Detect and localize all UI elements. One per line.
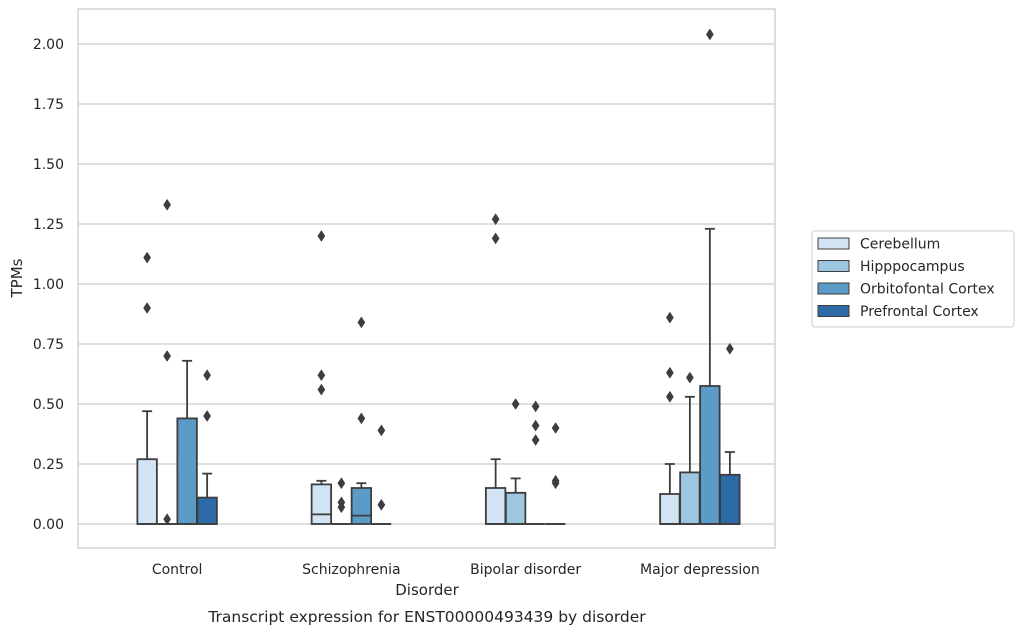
- legend-label: Orbitofontal Cortex: [860, 282, 995, 298]
- outlier-point: [665, 366, 674, 379]
- x-tick-label: Bipolar disorder: [470, 562, 581, 578]
- outlier-point: [531, 434, 540, 446]
- box-prefrontal-cortex: [545, 422, 566, 525]
- box-body: [699, 385, 721, 525]
- y-axis-ticks: 0.00 0.25 0.50 0.75 1.00 1.25 1.50 1.75 2.00: [33, 37, 64, 533]
- outlier-point: [531, 419, 540, 432]
- outlier-point: [337, 477, 346, 490]
- outlier-point: [551, 474, 560, 487]
- x-tick-label: Major depression: [640, 562, 760, 578]
- x-axis-ticks: Control Schizophrenia Bipolar disorder Majo…: [152, 562, 760, 578]
- x-axis-title: Disorder: [395, 581, 459, 599]
- box-body: [196, 496, 218, 525]
- legend-swatch: [817, 282, 850, 295]
- box-body: [719, 473, 741, 525]
- outlier-point: [163, 198, 172, 211]
- box-orbitofontal-cortex: [350, 316, 373, 525]
- legend-swatch: [817, 305, 850, 317]
- box-hipppocampus: [157, 198, 177, 526]
- outlier-point: [531, 400, 540, 413]
- outlier-point: [143, 251, 152, 264]
- legend: Cerebellum Hipppocampus Orbitofontal Corte…: [811, 230, 1015, 328]
- y-tick-label: 1.25: [33, 217, 64, 233]
- outlier-point: [511, 398, 520, 410]
- y-tick-label: 0.00: [33, 517, 64, 533]
- outlier-point: [337, 496, 346, 509]
- outlier-point: [163, 350, 172, 362]
- outlier-point: [665, 311, 674, 324]
- box-cerebellum: [484, 213, 507, 525]
- outlier-point: [725, 342, 734, 355]
- box-orbitofontal-cortex: [525, 400, 546, 525]
- outlier-point: [377, 424, 386, 437]
- box-body: [679, 471, 701, 525]
- y-tick-label: 0.25: [33, 457, 64, 473]
- outlier-point: [685, 371, 694, 384]
- box-hipppocampus: [331, 477, 352, 525]
- legend-swatch: [817, 237, 850, 250]
- x-tick-label: Schizophrenia: [302, 562, 400, 578]
- chart-caption: Transcript expression for ENST0000049343…: [207, 608, 646, 626]
- box-body: [350, 487, 373, 525]
- outlier-point: [163, 513, 172, 526]
- y-tick-label: 1.75: [33, 97, 64, 113]
- outlier-point: [377, 498, 386, 511]
- outlier-point: [317, 369, 326, 382]
- outlier-point: [203, 410, 212, 422]
- outlier-point: [317, 230, 326, 242]
- outlier-point: [491, 232, 500, 245]
- outlier-point: [357, 316, 366, 329]
- box-prefrontal-cortex: [196, 369, 218, 525]
- plot-area-frame: [77, 8, 776, 549]
- box-body: [176, 417, 198, 525]
- box-body: [310, 483, 333, 525]
- box-cerebellum: [136, 251, 158, 525]
- box-cerebellum: [310, 230, 333, 525]
- legend-label: Cerebellum: [860, 237, 940, 253]
- x-tick-label: Control: [152, 562, 203, 578]
- outlier-point: [705, 28, 714, 41]
- outlier-point: [143, 302, 152, 314]
- box-body: [136, 458, 158, 525]
- y-tick-label: 1.00: [33, 277, 64, 293]
- y-tick-label: 0.75: [33, 337, 64, 353]
- outlier-point: [665, 390, 674, 403]
- legend-swatch: [817, 260, 850, 272]
- legend-frame: [811, 230, 1015, 328]
- box-body: [659, 493, 681, 525]
- box-body: [484, 487, 507, 525]
- box-hipppocampus: [679, 371, 701, 525]
- box-body: [504, 491, 527, 525]
- box-orbitofontal-cortex: [176, 359, 198, 525]
- box-series: [136, 28, 741, 526]
- y-tick-label: 1.50: [33, 157, 64, 173]
- box-prefrontal-cortex: [719, 342, 741, 525]
- box-hipppocampus: [504, 398, 527, 525]
- legend-label: Prefrontal Cortex: [860, 304, 979, 320]
- box-orbitofontal-cortex: [699, 28, 721, 525]
- y-tick-label: 0.50: [33, 397, 64, 413]
- outlier-point: [491, 213, 500, 226]
- legend-label: Hipppocampus: [860, 259, 965, 275]
- outlier-point: [317, 383, 326, 396]
- outlier-point: [203, 369, 212, 382]
- outlier-point: [357, 412, 366, 425]
- box-prefrontal-cortex: [371, 424, 392, 525]
- outlier-point: [551, 422, 560, 434]
- y-tick-label: 2.00: [33, 37, 64, 53]
- y-axis-title: TPMs: [8, 258, 26, 298]
